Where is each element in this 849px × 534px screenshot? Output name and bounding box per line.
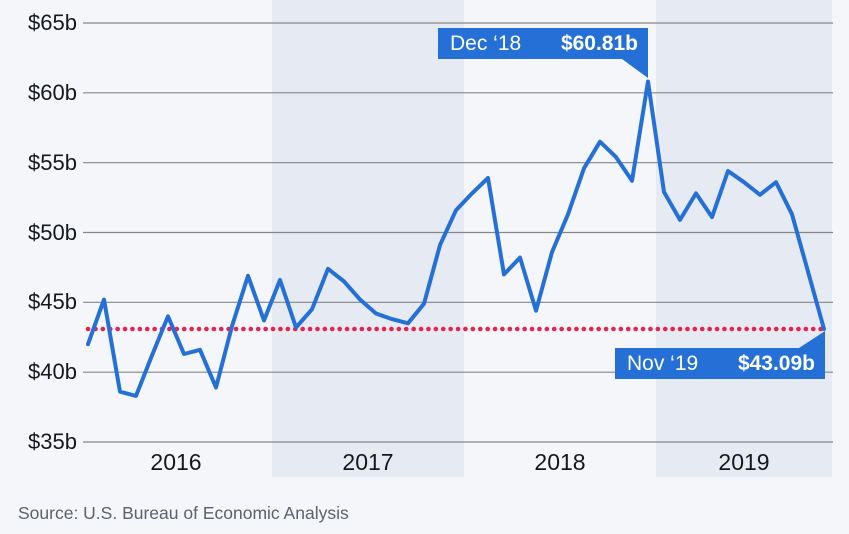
x-axis-year-label: 2017	[342, 449, 394, 475]
annotation-value-label: $43.09b	[737, 352, 815, 375]
x-axis-year-label: 2016	[150, 449, 202, 475]
annotation-value-label: $60.81b	[560, 32, 638, 55]
y-axis-tick-label: $65b	[28, 10, 77, 35]
annotation-nov-2019: Nov ‘19 $43.09b	[615, 331, 825, 379]
x-axis-year-label: 2018	[534, 449, 586, 475]
y-axis-tick-label: $60b	[28, 79, 77, 105]
year-band-2017	[272, 0, 464, 477]
y-axis-tick-label: $40b	[28, 359, 77, 385]
annotation-dec-2018: Dec ‘18 $60.81b	[438, 28, 648, 78]
year-band-2019	[656, 0, 832, 477]
y-axis-tick-label: $35b	[28, 429, 77, 454]
y-axis-tick-label: $55b	[28, 149, 77, 175]
y-axis-tick-label: $50b	[28, 219, 77, 245]
x-axis-year-label: 2019	[718, 449, 770, 475]
annotation-month-label: Dec ‘18	[450, 32, 522, 55]
deficit-line	[86, 79, 826, 398]
source-caption: Source: U.S. Bureau of Economic Analysis	[18, 503, 349, 523]
annotation-month-label: Nov ‘19	[627, 352, 699, 375]
y-axis-tick-label: $45b	[28, 289, 77, 315]
